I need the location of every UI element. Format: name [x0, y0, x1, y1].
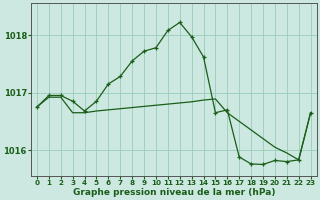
- X-axis label: Graphe pression niveau de la mer (hPa): Graphe pression niveau de la mer (hPa): [73, 188, 275, 197]
